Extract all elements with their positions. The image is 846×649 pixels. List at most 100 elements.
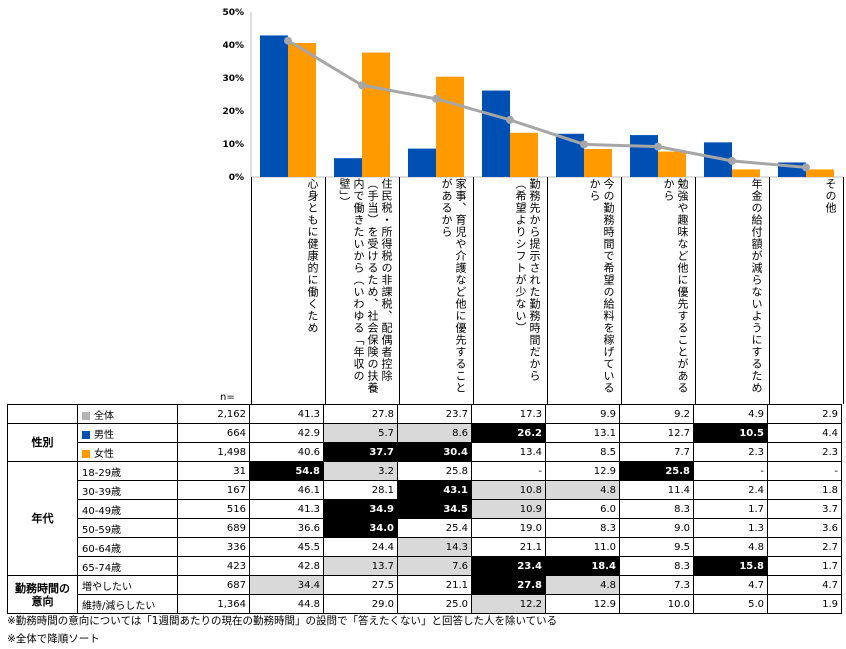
line-point <box>728 156 736 165</box>
value-cell: 2.3 <box>767 442 842 462</box>
footnote: ※全体で降順ソート <box>7 633 100 645</box>
n-label: n= <box>220 392 235 403</box>
column-separator <box>843 177 844 404</box>
value-cell: 7.6 <box>397 556 472 576</box>
value-cell: 45.5 <box>249 537 324 557</box>
category-header: 住民税・所得税の非課税、配偶者控除（手当）を受けるため、社会保険の扶養内で働きた… <box>339 178 393 394</box>
sample-size: 516 <box>177 499 250 519</box>
value-cell: 2.7 <box>767 537 842 557</box>
value-cell: 4.8 <box>693 537 768 557</box>
value-cell: 42.8 <box>249 556 324 576</box>
value-cell: 40.6 <box>249 442 324 462</box>
footnote: ※勤務時間の意向については「1週間あたりの現在の勤務時間」の設問で「答えたくない… <box>7 615 558 627</box>
table-row: 40-49歳 516 41.3 34.9 34.5 10.9 6.0 8.3 1.7 3.7 <box>8 499 842 519</box>
sample-size: 167 <box>177 480 250 500</box>
group-label <box>7 404 78 424</box>
category-header: 勉強や趣味など他に優先することがあるから <box>662 178 689 394</box>
value-cell: 8.3 <box>619 556 694 576</box>
category-header: 今の勤務時間で希望の給料を稼げているから <box>588 178 615 394</box>
line-point <box>358 81 366 90</box>
row-label-text: 65-74歳 <box>82 562 122 574</box>
bar <box>408 148 436 177</box>
value-cell: 25.0 <box>397 594 472 614</box>
table-row: 50-59歳 689 36.6 34.0 25.4 19.0 8.3 9.0 1.3 3.6 <box>8 518 842 538</box>
row-label: 維持/減らしたい <box>77 594 178 614</box>
row-label-text: 30-39歳 <box>82 486 122 498</box>
bar <box>510 132 538 177</box>
value-cell: 10.5 <box>693 423 768 443</box>
y-tick-label: 50% <box>222 8 244 18</box>
value-cell: 37.7 <box>323 442 398 462</box>
bar <box>584 148 612 177</box>
bar <box>482 90 510 177</box>
value-cell: 15.8 <box>693 556 768 576</box>
sample-size: 2,162 <box>177 404 250 424</box>
category-header: 勤務先から提示された勤務時間だから（希望よりシフトが少ない） <box>514 178 541 382</box>
sample-size: 31 <box>177 461 250 481</box>
value-cell: 14.3 <box>397 537 472 557</box>
column-separator <box>769 177 770 404</box>
group-label: 勤務時間の意向 <box>7 575 78 614</box>
value-cell: 7.3 <box>619 575 694 595</box>
value-cell: 24.4 <box>323 537 398 557</box>
table-row: 維持/減らしたい 1,364 44.8 29.0 25.0 12.2 12.9 10.0 5.0… <box>8 594 842 614</box>
value-cell: 21.1 <box>471 537 546 557</box>
table-row: 全体 2,162 41.3 27.8 23.7 17.3 9.9 9.2 4.9 2.9 <box>7 404 842 424</box>
value-cell: 13.4 <box>471 442 546 462</box>
bar <box>436 76 464 177</box>
value-cell: 6.0 <box>545 499 620 519</box>
row-label: 40-49歳 <box>77 499 178 519</box>
group-label: 性別 <box>7 423 78 462</box>
row-label-text: 40-49歳 <box>82 505 122 517</box>
value-cell: 17.3 <box>471 404 546 424</box>
value-cell: 54.8 <box>249 461 324 481</box>
value-cell: 8.3 <box>545 518 620 538</box>
value-cell: 21.1 <box>397 575 472 595</box>
column-separator <box>621 177 622 404</box>
row-label: 60-64歳 <box>77 537 178 557</box>
column-separator <box>695 177 696 404</box>
value-cell: 41.3 <box>249 404 324 424</box>
value-cell: 2.4 <box>693 480 768 500</box>
value-cell: 34.9 <box>323 499 398 519</box>
row-label-text: 増やしたい <box>82 581 132 593</box>
value-cell: 9.0 <box>619 518 694 538</box>
value-cell: 8.6 <box>397 423 472 443</box>
value-cell: 30.4 <box>397 442 472 462</box>
value-cell: 4.8 <box>545 480 620 500</box>
bar <box>732 169 760 177</box>
value-cell: 10.9 <box>471 499 546 519</box>
line-point <box>284 36 292 45</box>
value-cell: 19.0 <box>471 518 546 538</box>
value-cell: 10.8 <box>471 480 546 500</box>
bar <box>362 52 390 178</box>
column-separator <box>547 177 548 404</box>
row-label-text: 女性 <box>94 448 114 460</box>
legend-swatch <box>82 449 90 458</box>
row-label: 全体 <box>77 404 178 424</box>
value-cell: 34.5 <box>397 499 472 519</box>
column-separator <box>325 177 326 404</box>
line-point <box>432 94 440 103</box>
sample-size: 664 <box>177 423 250 443</box>
value-cell: 1.9 <box>767 594 842 614</box>
value-cell: 4.7 <box>767 575 842 595</box>
category-header: その他 <box>824 178 837 214</box>
category-header: 家事、育児や介護など他に優先することがあるから <box>440 178 467 394</box>
bar <box>658 151 686 177</box>
row-label-text: 男性 <box>94 429 114 441</box>
value-cell: 9.5 <box>619 537 694 557</box>
value-cell: 5.0 <box>693 594 768 614</box>
value-cell: 13.7 <box>323 556 398 576</box>
value-cell: 9.9 <box>545 404 620 424</box>
value-cell: 12.9 <box>545 594 620 614</box>
row-label-text: 50-59歳 <box>82 524 122 536</box>
category-header: 心身ともに健康的に働くため <box>306 178 319 334</box>
value-cell: - <box>693 461 768 481</box>
value-cell: 44.8 <box>249 594 324 614</box>
line-point <box>802 163 810 172</box>
legend-swatch <box>82 411 90 420</box>
group-label: 年代 <box>7 461 78 576</box>
value-cell: - <box>471 461 546 481</box>
table-row: 女性 1,498 40.6 37.7 30.4 13.4 8.5 7.7 2.3 2.3 <box>8 442 842 462</box>
